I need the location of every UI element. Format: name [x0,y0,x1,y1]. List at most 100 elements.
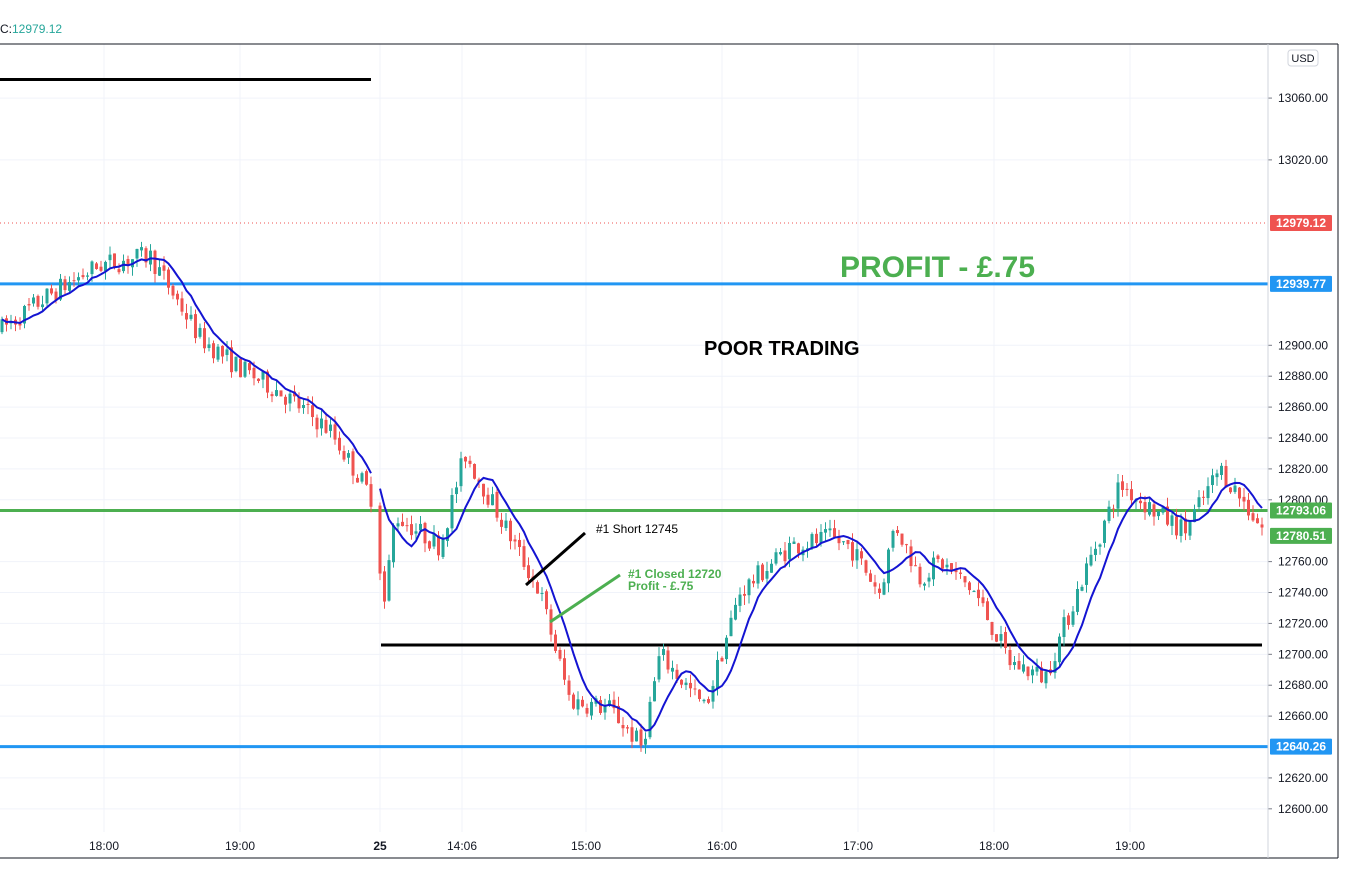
candle-body [945,564,949,568]
candle-body [225,349,229,355]
candle-body [0,319,4,333]
candle-body [792,541,796,544]
horizontal-lines[interactable] [0,78,1268,749]
candle-body [360,473,364,482]
candle-body [176,293,179,300]
candle-body [171,285,175,296]
candle-body [338,437,341,451]
candle-body [68,282,71,291]
candle-body [486,494,490,505]
candle-body [648,701,652,738]
candle-body [419,523,422,531]
candle-body [567,680,571,695]
candle-body [257,378,260,381]
price-tick-label: 12840.00 [1278,431,1328,445]
candle-body [1121,481,1124,490]
time-axis[interactable]: 18:00 19:00 25 14:06 15:00 16:00 17:00 18:00 19:… [89,839,1145,853]
candle-body [117,269,121,273]
candle-body [608,700,611,706]
candle-body [1053,661,1057,673]
candle-body [450,494,454,529]
candle-body [1067,615,1070,625]
candle-body [536,582,539,594]
annotations: PROFIT - £.75 POOR TRADING #1 Short 12745 #… [596,251,1035,593]
candle-body [837,537,841,544]
candle-body [311,405,314,418]
candle-body [1071,611,1075,625]
candle-body [878,588,881,593]
candle-body [576,699,580,710]
close-exit-line[interactable] [549,573,621,624]
candle-body [1062,617,1066,638]
candle-body [554,634,557,651]
candle-body [1251,513,1255,521]
candle-body [675,669,679,679]
candle-body [180,298,184,312]
candle-body [990,622,994,635]
candle-body [1044,671,1048,684]
price-tick-label: 12720.00 [1278,616,1328,630]
candle-body [572,694,575,709]
price-tick-label: 12660.00 [1278,709,1328,723]
candle-body [590,701,593,716]
ma-line [1,257,372,474]
candle-body [914,565,917,567]
candle-body [261,371,265,380]
candle-body [1238,487,1241,499]
ma-line [379,476,1263,732]
candle-body [45,288,49,304]
candle-body [1206,486,1210,499]
short-entry-line[interactable] [525,531,586,587]
currency-badge[interactable] [1287,49,1319,67]
candle-body [1202,496,1205,498]
candle-body [1013,662,1016,666]
candle-body [770,563,773,573]
price-label-last [1270,215,1332,232]
candle-body [1031,669,1034,676]
candle-body [846,540,850,545]
price-axis[interactable]: 13060.00 13020.00 12900.00 12880.00 12860.00… [1268,44,1345,832]
price-tick-label: 12620.00 [1278,771,1328,785]
candle-body [671,667,674,672]
candle-body [1089,554,1093,566]
time-tick-label: 19:00 [225,839,255,853]
candle-body [999,634,1003,641]
candle-body [635,730,638,742]
trade-lines[interactable] [525,531,621,624]
candle-body [1260,524,1264,528]
candle-body [365,471,368,485]
candle-body [1058,636,1061,663]
candle-body [720,657,724,662]
candle-body [1247,499,1250,516]
candle-body [72,280,76,282]
candle-body [1215,473,1219,478]
candle-body [378,505,382,574]
candle-body [455,487,458,495]
price-label-blue [1270,738,1332,755]
candle-body [918,566,922,585]
candle-body [468,460,472,464]
candle-body [243,361,247,377]
candle-body [1179,519,1183,536]
price-label-green [1270,502,1332,519]
candle-body [738,594,742,606]
candle-body [1256,518,1259,524]
candle-body [198,327,202,337]
candle-body [86,275,89,277]
candle-body [1220,465,1223,475]
candle-body [729,617,733,637]
candle-body [873,582,877,587]
candle-body [630,727,634,742]
time-tick-label: 18:00 [979,839,1009,853]
candle-body [405,525,409,527]
candle-body [603,705,607,713]
candle-body [194,314,197,339]
candle-body [356,477,359,483]
candle-body [612,699,616,709]
candle-body [1130,489,1133,501]
candle-body [1076,589,1079,612]
candle-body [185,313,188,320]
candle-body [716,659,719,689]
candle-body [932,557,935,580]
